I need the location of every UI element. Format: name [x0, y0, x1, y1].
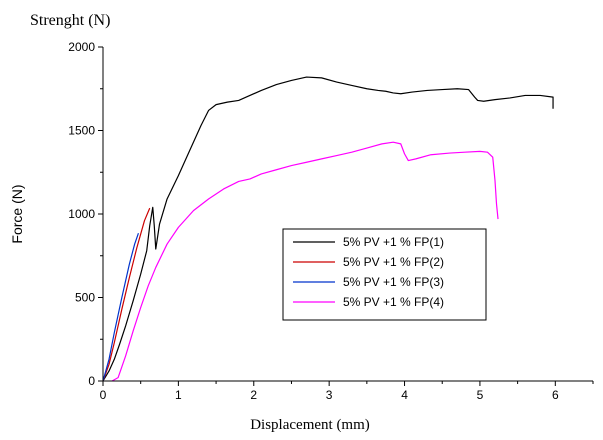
plot-area [102, 76, 554, 382]
y-tick-label: 2000 [68, 40, 95, 54]
legend-label-3: 5% PV +1 % FP(3) [343, 275, 444, 289]
legend-label-1: 5% PV +1 % FP(1) [343, 235, 444, 249]
y-tick-label: 1000 [68, 207, 95, 221]
y-axis: 0 500 1000 1500 2000 [68, 40, 104, 388]
x-tick-label: 2 [250, 388, 257, 402]
series-line-4 [111, 141, 499, 382]
y-axis-label: Force (N) [9, 184, 25, 243]
series-line-3 [102, 233, 139, 382]
x-tick-label: 3 [326, 388, 333, 402]
legend-box [282, 228, 487, 321]
x-tick-label: 6 [552, 388, 559, 402]
series-line-1 [102, 76, 554, 382]
x-tick-label: 4 [401, 388, 408, 402]
y-tick-label: 500 [75, 291, 95, 305]
series-line-2 [102, 207, 151, 382]
x-tick-label: 5 [477, 388, 484, 402]
x-axis-label: Displacement (mm) [250, 417, 370, 433]
legend: 5% PV +1 % FP(1) 5% PV +1 % FP(2) 5% PV +1… [282, 228, 487, 321]
x-tick-label: 0 [100, 388, 107, 402]
y-tick-label: 1500 [68, 124, 95, 138]
chart-title: Strenght (N) [30, 12, 110, 29]
legend-label-2: 5% PV +1 % FP(2) [343, 255, 444, 269]
legend-label-4: 5% PV +1 % FP(4) [343, 295, 444, 309]
x-tick-label: 1 [175, 388, 182, 402]
x-axis: 0 1 2 3 4 5 6 [100, 380, 594, 402]
y-tick-label: 0 [88, 374, 95, 388]
